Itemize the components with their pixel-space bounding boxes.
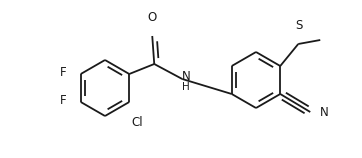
Text: S: S [295, 19, 303, 32]
Text: O: O [148, 11, 157, 24]
Text: N: N [182, 70, 191, 82]
Text: H: H [182, 82, 190, 92]
Text: F: F [60, 66, 67, 79]
Text: F: F [60, 94, 67, 106]
Text: Cl: Cl [131, 116, 143, 129]
Text: N: N [320, 106, 329, 118]
